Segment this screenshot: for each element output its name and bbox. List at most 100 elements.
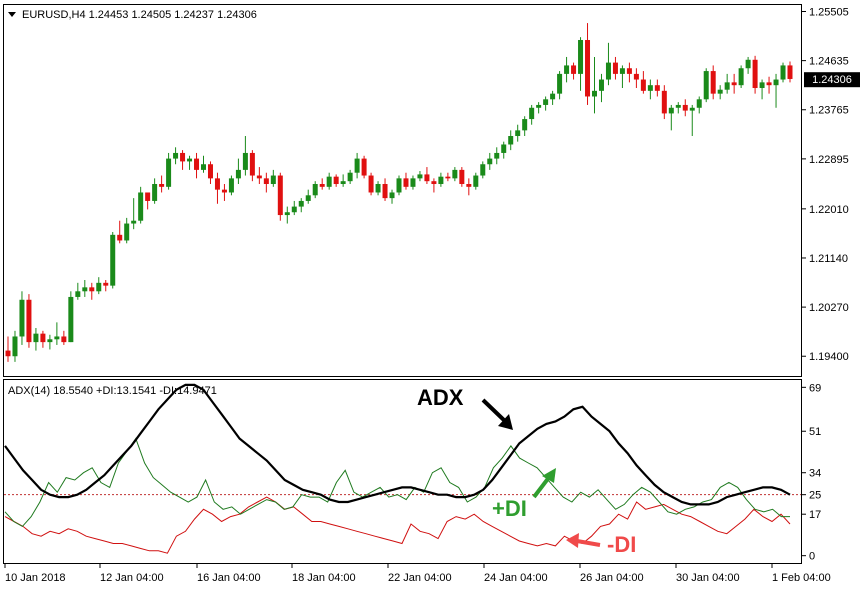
time-tick-label: 18 Jan 04:00: [292, 572, 356, 584]
candle-body: [605, 62, 611, 80]
candle-body: [159, 184, 165, 187]
candle-body: [487, 158, 493, 165]
minus-di-arrowhead-icon: [566, 533, 579, 548]
time-tick-label: 22 Jan 04:00: [388, 572, 452, 584]
candle-body: [543, 99, 549, 105]
candle-body: [612, 62, 618, 74]
triangle-down-icon[interactable]: [8, 12, 16, 17]
time-tick-label: 16 Jan 04:00: [197, 572, 261, 584]
candle-body: [312, 184, 318, 196]
candle-body: [578, 40, 584, 74]
candle-body: [256, 175, 262, 179]
candle-body: [480, 164, 486, 176]
candle-body: [75, 291, 81, 297]
candle-body: [689, 107, 695, 111]
candle-body: [508, 136, 514, 145]
candle-body: [110, 234, 116, 286]
series-adx-line: [4, 383, 791, 506]
candle-body: [654, 85, 660, 91]
candle-body: [201, 164, 206, 170]
candle-body: [780, 65, 786, 80]
indicator-tick-label: 17: [809, 509, 821, 521]
candle-body: [138, 192, 144, 221]
candle-body: [466, 184, 472, 187]
time-tick-label: 12 Jan 04:00: [100, 572, 164, 584]
indicator-series: [4, 383, 791, 554]
candle-body: [103, 282, 109, 286]
candle-body: [242, 152, 248, 170]
candle-body: [354, 158, 360, 173]
candle-body: [207, 164, 213, 179]
candle-body: [61, 336, 67, 343]
candle-body: [647, 85, 653, 91]
candle-body: [724, 82, 730, 90]
candle-body: [145, 192, 151, 201]
series-plusminus-di-line: [4, 437, 790, 528]
candle-body: [221, 189, 227, 193]
price-tick-label: 1.20270: [809, 302, 849, 314]
candle-body: [431, 181, 437, 185]
candle-body: [773, 79, 779, 86]
indicator-tick-label: 0: [809, 551, 815, 563]
indicator-tick-label: 51: [809, 426, 821, 438]
time-tick-label: 30 Jan 04:00: [676, 572, 740, 584]
candle-body: [291, 206, 297, 213]
candle-body: [731, 82, 737, 86]
candle-body: [494, 152, 500, 159]
candle-body: [717, 89, 723, 94]
candle-body: [82, 287, 88, 292]
candle-body: [410, 178, 416, 187]
series-minus-di-line: [4, 496, 791, 554]
candle-body: [459, 169, 465, 185]
indicator-tick-label: 25: [809, 490, 821, 502]
candle-body: [40, 333, 46, 343]
candle-body: [403, 178, 409, 187]
candle-body: [319, 184, 325, 187]
candle-body: [633, 73, 639, 80]
candle-body: [340, 181, 346, 185]
candlestick-series: [5, 23, 793, 362]
indicator-tick-label: 69: [809, 382, 821, 394]
candle-body: [619, 68, 625, 74]
candle-body: [54, 336, 60, 340]
candle-body: [368, 175, 374, 193]
candle-body: [333, 176, 339, 185]
candle-body: [522, 119, 528, 131]
candle-body: [515, 130, 521, 137]
indicator-axis: 69 51 34 25 17 0: [801, 382, 821, 563]
candle-body: [745, 59, 751, 69]
candle-body: [166, 158, 172, 187]
candle-body: [445, 176, 451, 179]
candle-body: [696, 99, 702, 108]
candle-body: [117, 234, 123, 241]
candle-body: [626, 68, 632, 74]
candle-body: [12, 336, 18, 357]
candle-body: [228, 178, 234, 193]
candle-body: [640, 79, 646, 91]
candle-body: [263, 178, 269, 185]
time-tick-label: 1 Feb 04:00: [772, 572, 831, 584]
candle-body: [557, 73, 563, 94]
candle-body: [396, 178, 402, 193]
candle-body: [284, 212, 290, 216]
adx-annotation: ADX: [417, 385, 464, 410]
price-panel-frame: [3, 4, 802, 377]
candle-body: [473, 175, 479, 187]
price-tick-label: 1.21140: [809, 253, 848, 265]
candle-body: [766, 82, 772, 86]
time-tick-label: 10 Jan 2018: [5, 572, 66, 584]
candle-body: [668, 107, 674, 114]
candle-body: [759, 82, 765, 89]
candle-body: [752, 59, 758, 89]
price-tick-label: 1.23765: [809, 105, 849, 117]
candle-body: [235, 169, 241, 179]
candle-body: [68, 296, 74, 343]
price-tick-label: 1.24635: [809, 56, 849, 68]
candle-body: [738, 68, 744, 86]
current-price-tag: 1.24306: [804, 72, 860, 88]
candle-body: [298, 200, 304, 207]
candle-body: [277, 175, 283, 216]
time-axis: 10 Jan 2018 12 Jan 04:00 16 Jan 04:00 18 Ja…: [4, 563, 831, 584]
candle-body: [5, 350, 11, 357]
candle-body: [382, 184, 388, 199]
